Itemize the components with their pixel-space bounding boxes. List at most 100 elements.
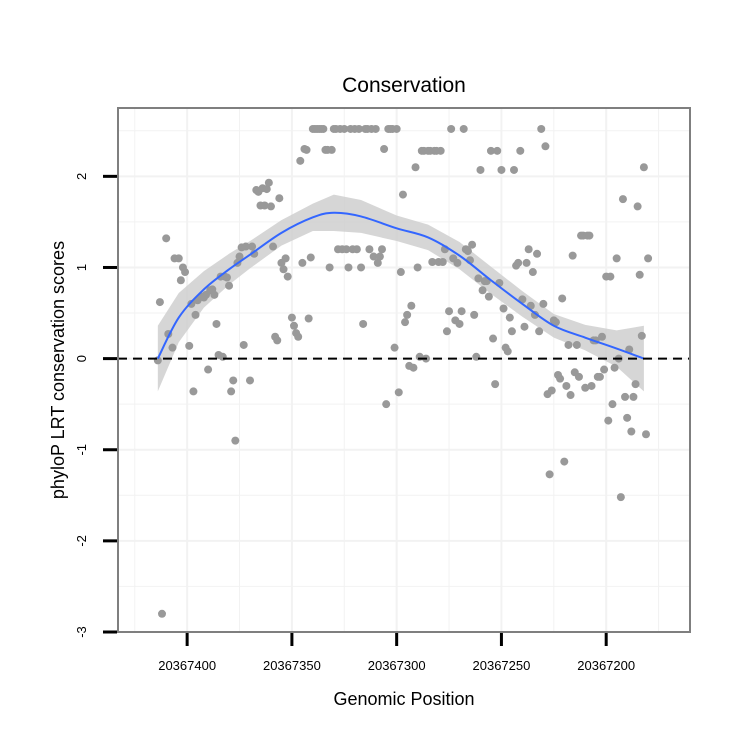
- data-point: [637, 331, 646, 340]
- data-point: [497, 165, 506, 174]
- data-point: [499, 304, 508, 313]
- x-tick-label: 20367350: [263, 658, 321, 673]
- data-point: [470, 310, 479, 319]
- data-point: [537, 124, 546, 133]
- data-point: [438, 258, 447, 267]
- data-point: [287, 313, 296, 322]
- data-point: [535, 327, 544, 336]
- data-point: [428, 258, 437, 267]
- data-point: [560, 457, 569, 466]
- data-point: [304, 314, 313, 323]
- data-point: [459, 124, 468, 133]
- data-point: [229, 376, 238, 385]
- data-point: [365, 245, 374, 254]
- data-point: [250, 249, 259, 258]
- data-point: [489, 334, 498, 343]
- data-point: [275, 194, 284, 203]
- data-point: [302, 145, 311, 154]
- data-point: [290, 321, 298, 330]
- data-point: [273, 336, 282, 345]
- data-point: [407, 301, 416, 310]
- data-point: [533, 249, 542, 258]
- data-point: [269, 242, 278, 251]
- chart-title: Conservation: [342, 74, 466, 97]
- x-axis-ticks: 20367400 20367350 20367300 20367250 20367200: [158, 633, 635, 673]
- data-point: [359, 319, 368, 328]
- data-point: [568, 251, 577, 260]
- data-point: [227, 387, 236, 396]
- data-point: [403, 310, 412, 319]
- smooth-line: [156, 211, 645, 360]
- data-point: [539, 299, 548, 308]
- data-point: [528, 268, 537, 277]
- data-point: [514, 258, 523, 267]
- x-axis-title: Genomic Position: [333, 689, 474, 709]
- data-point: [621, 392, 630, 401]
- grid-lines: [118, 108, 690, 633]
- data-point: [210, 290, 219, 299]
- data-point: [281, 254, 290, 263]
- data-point: [174, 254, 183, 263]
- data-point: [445, 307, 454, 316]
- data-point: [394, 388, 403, 397]
- data-point: [468, 240, 477, 249]
- data-point: [260, 201, 269, 210]
- data-point: [618, 195, 627, 204]
- data-point: [520, 322, 529, 331]
- x-tick-label: 20367400: [158, 658, 216, 673]
- data-point: [225, 281, 234, 290]
- plot-panel-border: [117, 107, 691, 633]
- data-point: [371, 124, 380, 133]
- data-point: [547, 386, 556, 395]
- data-point: [455, 319, 464, 328]
- data-point: [344, 263, 353, 272]
- data-point: [325, 263, 334, 272]
- y-tick-label: 1: [74, 264, 89, 271]
- data-point: [319, 124, 328, 133]
- data-point: [564, 340, 573, 349]
- data-point: [222, 273, 231, 282]
- data-point: [545, 470, 554, 479]
- data-point: [248, 242, 257, 251]
- data-point: [642, 430, 650, 439]
- data-point: [181, 268, 190, 277]
- data-point: [294, 332, 303, 341]
- x-tick-label: 20367200: [577, 658, 635, 673]
- y-tick-label: 2: [74, 173, 89, 180]
- data-point: [541, 142, 550, 151]
- data-point: [283, 272, 292, 281]
- data-point: [510, 165, 518, 174]
- data-point: [279, 265, 288, 274]
- data-point: [595, 372, 604, 381]
- data-point: [375, 252, 384, 261]
- data-point: [453, 258, 462, 267]
- data-point: [629, 392, 638, 401]
- data-point: [327, 145, 336, 154]
- data-point: [436, 146, 445, 155]
- data-point: [231, 436, 240, 445]
- data-point: [639, 163, 648, 172]
- data-point: [390, 343, 399, 352]
- y-axis-ticks: -3 -2 -1 0 1 2: [74, 173, 117, 638]
- data-point: [633, 202, 642, 211]
- data-point: [493, 146, 502, 155]
- data-point: [447, 124, 456, 133]
- y-tick-label: -1: [74, 444, 89, 456]
- data-point: [235, 252, 244, 261]
- data-point: [392, 124, 401, 133]
- data-point: [340, 124, 349, 133]
- data-point: [264, 178, 273, 187]
- data-point: [610, 363, 619, 372]
- data-point: [484, 292, 493, 301]
- data-point: [574, 372, 583, 381]
- data-point: [558, 294, 567, 303]
- data-point: [476, 165, 485, 174]
- data-point: [204, 365, 213, 374]
- data-point: [354, 124, 363, 133]
- data-point: [357, 263, 366, 272]
- data-point: [401, 318, 410, 327]
- data-point: [608, 400, 617, 409]
- data-point: [382, 400, 391, 409]
- data-point: [604, 416, 613, 425]
- data-point: [162, 234, 171, 243]
